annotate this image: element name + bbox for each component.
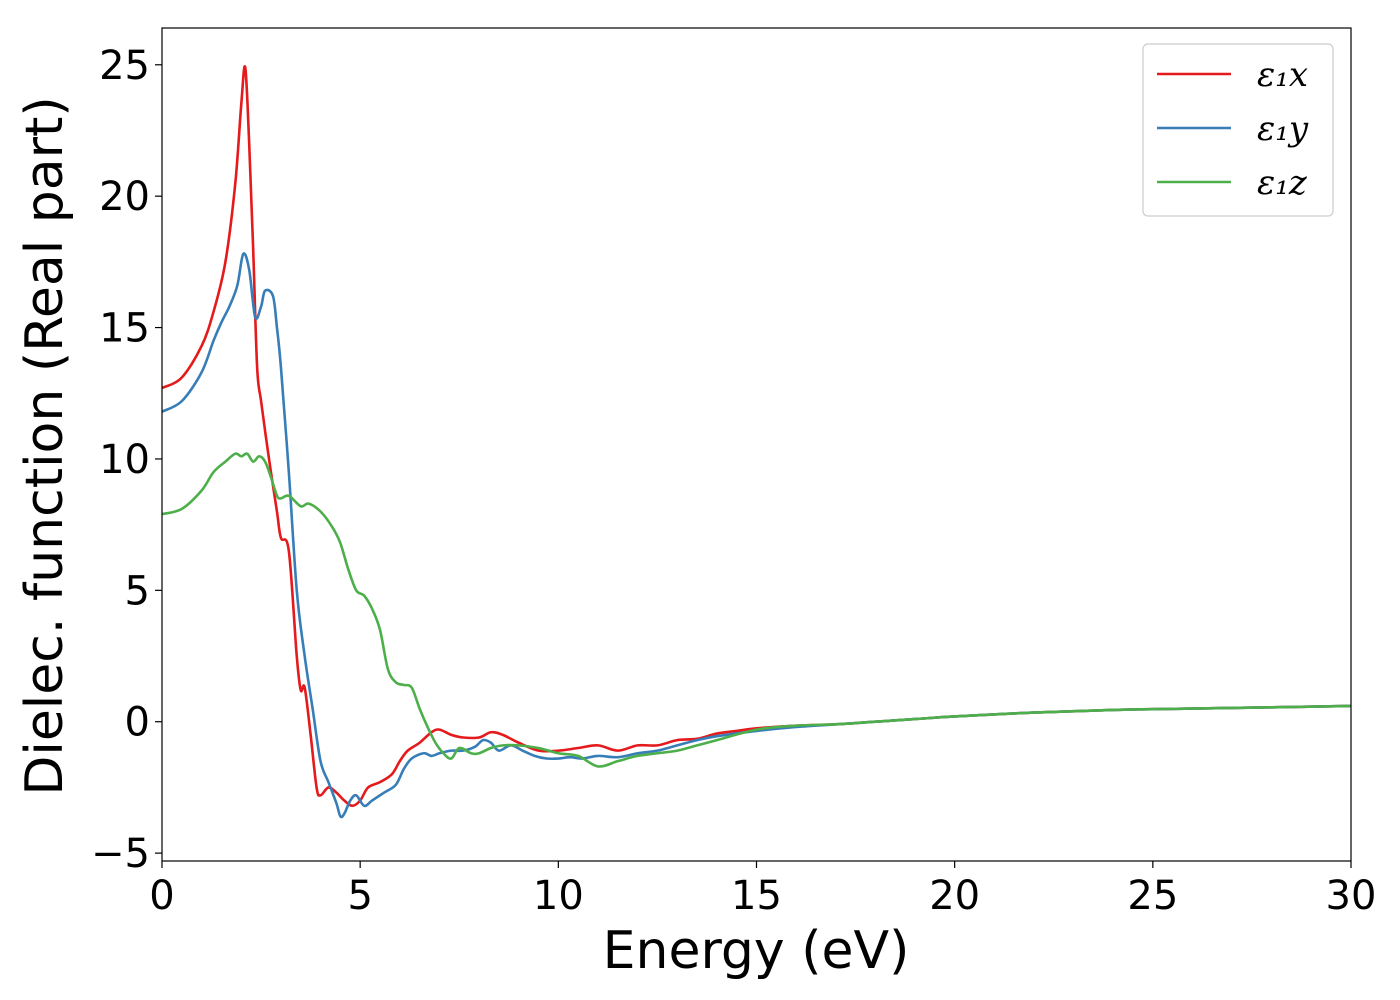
plot-content	[162, 65, 1351, 819]
legend-label-2: ε₁y	[1257, 109, 1309, 149]
y-tick-label: 10	[99, 437, 150, 483]
y-tick-label: 15	[99, 306, 150, 352]
legend-box	[1142, 43, 1334, 217]
legend: ε₁x ε₁y ε₁z	[1142, 43, 1334, 217]
y-tick-label: 0	[125, 700, 150, 746]
x-tick-label: 15	[731, 873, 782, 919]
y-axis-title: Dielec. function (Real part)	[15, 96, 75, 795]
y-tick-label: 5	[125, 568, 150, 614]
y-tick-label: 20	[99, 174, 150, 220]
x-tick-label: 25	[1127, 873, 1178, 919]
series-line-1	[162, 65, 1351, 808]
series-line-3	[162, 452, 1351, 768]
y-axis-ticks: −5 0 5 10 15 20 25	[91, 43, 162, 877]
x-tick-label: 5	[347, 873, 372, 919]
y-tick-label: 25	[99, 43, 150, 89]
x-axis-title: Energy (eV)	[603, 921, 910, 981]
x-axis-ticks: 0 5 10 15 20 25 30	[149, 861, 1376, 919]
x-tick-label: 10	[533, 873, 584, 919]
x-tick-label: 30	[1326, 873, 1377, 919]
x-tick-label: 20	[929, 873, 980, 919]
legend-label-3: ε₁z	[1257, 163, 1308, 203]
legend-label-1: ε₁x	[1257, 55, 1308, 95]
y-tick-label: −5	[91, 831, 150, 877]
x-tick-label: 0	[149, 873, 174, 919]
series-line-2	[162, 252, 1351, 819]
